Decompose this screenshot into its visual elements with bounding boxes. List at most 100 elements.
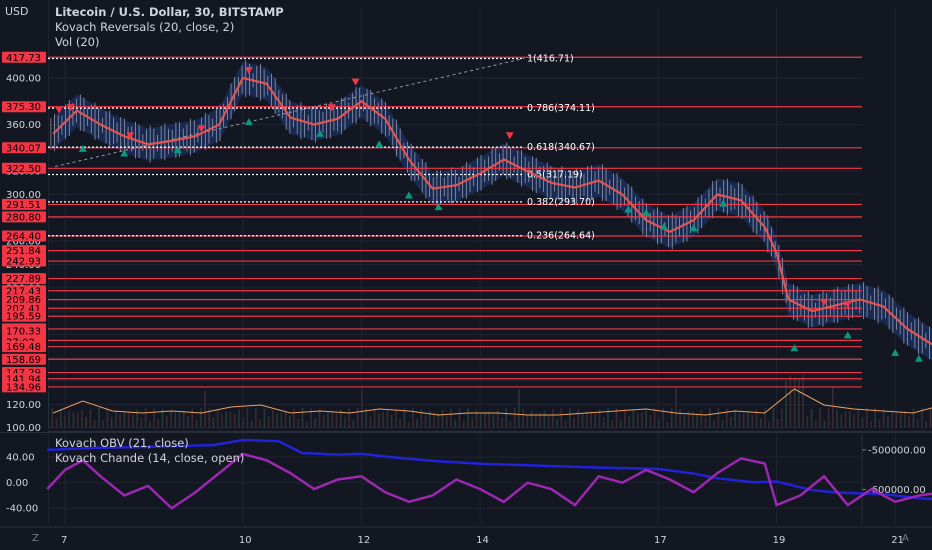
volume-bar: [81, 409, 83, 428]
volume-bar: [191, 408, 194, 428]
timezone-button[interactable]: Z: [32, 533, 39, 544]
volume-bar: [365, 408, 367, 428]
volume-bar: [853, 414, 855, 428]
volume-bar: [539, 412, 541, 428]
buy-marker: [404, 191, 413, 199]
volume-bar: [649, 415, 652, 428]
volume-bar: [518, 389, 520, 428]
volume-bar: [484, 411, 486, 428]
volume-bar: [569, 408, 571, 428]
obv-right-tick: -500000.00: [868, 445, 926, 456]
svg-text:202.41: 202.41: [6, 304, 41, 315]
volume-bar: [322, 414, 325, 428]
volume-bar: [144, 408, 147, 428]
sell-marker: [244, 66, 253, 74]
buy-marker: [719, 199, 728, 207]
volume-bar: [157, 418, 160, 428]
buy-marker: [891, 348, 900, 356]
volume-bar: [496, 409, 499, 428]
volume-bar: [51, 408, 54, 428]
volume-bar: [725, 408, 728, 428]
volume-bar: [505, 408, 507, 428]
price-axis-tick: 300.00: [6, 190, 41, 201]
volume-bar: [280, 412, 283, 428]
svg-text:170.33: 170.33: [6, 327, 41, 338]
volume-bar: [598, 409, 601, 428]
volume-bar: [110, 416, 113, 428]
currency-label[interactable]: USD: [5, 5, 29, 18]
volume-bar: [250, 420, 253, 428]
autoscale-button[interactable]: A: [902, 533, 909, 544]
volume-bar: [55, 418, 58, 428]
svg-text:209.86: 209.86: [6, 295, 41, 306]
volume-bar: [420, 408, 423, 428]
price-label: 170.33: [2, 325, 46, 338]
volume-bar: [776, 418, 779, 428]
time-axis-tick: 10: [239, 535, 252, 546]
volume-bar: [738, 413, 741, 428]
volume-bar: [552, 408, 554, 428]
volume-bar: [119, 413, 121, 428]
volume-bar: [93, 419, 96, 428]
volume-bar: [399, 418, 401, 428]
price-label: 251.84: [2, 245, 46, 257]
volume-bar: [47, 392, 49, 428]
volume-bar: [352, 420, 355, 428]
indicator-label-chande[interactable]: Kovach Chande (14, close, open): [55, 451, 245, 465]
volume-bar: [72, 412, 75, 428]
buy-marker: [434, 203, 443, 211]
svg-text:322.50: 322.50: [6, 164, 41, 175]
buy-marker: [244, 118, 253, 126]
volume-bar: [874, 408, 877, 428]
volume-bar: [170, 410, 172, 428]
indicator-label-reversals[interactable]: Kovach Reversals (20, close, 2): [55, 20, 235, 34]
volume-bar: [692, 412, 694, 428]
volume-bar: [742, 411, 745, 428]
indicator-label-volume[interactable]: Vol (20): [55, 35, 100, 49]
price-label: 209.86: [2, 294, 46, 306]
volume-bar: [335, 413, 338, 428]
volume-bar: [921, 408, 923, 428]
volume-bar: [543, 410, 546, 428]
time-axis-tick: 21: [891, 535, 904, 546]
volume-bar: [424, 415, 427, 428]
indicator-label-obv[interactable]: Kovach OBV (21, close): [55, 436, 189, 450]
volume-bar: [395, 409, 397, 428]
volume-bar: [768, 421, 770, 428]
buy-marker: [315, 129, 324, 137]
volume-bar: [679, 409, 681, 428]
volume-bar: [925, 421, 927, 428]
volume-bar: [585, 411, 588, 428]
price-axis-tick: 400.00: [6, 73, 41, 84]
volume-bar: [178, 412, 181, 428]
volume-bar: [700, 409, 703, 428]
volume-bar: [458, 408, 461, 428]
volume-bar: [747, 411, 749, 428]
buy-marker: [375, 140, 384, 148]
volume-bar: [764, 408, 766, 428]
volume-bar: [624, 408, 626, 428]
fibonacci-level-label: 0.786(374.11): [527, 103, 595, 114]
volume-bar: [577, 409, 580, 428]
volume-bar: [208, 408, 211, 428]
volume-bar: [641, 412, 643, 428]
volume-bar: [344, 416, 346, 428]
volume-bar: [373, 409, 376, 428]
volume-bar: [670, 408, 673, 428]
svg-text:417.73: 417.73: [6, 53, 41, 64]
oscillator-left-tick: -40.00: [6, 504, 38, 515]
volume-bar: [836, 409, 838, 428]
fibonacci-level-label: 1(416.71): [527, 53, 574, 64]
volume-bar: [221, 414, 223, 428]
time-axis-tick: 7: [61, 535, 67, 546]
volume-bar: [759, 418, 762, 428]
volume-bar: [216, 409, 219, 428]
volume-bar: [556, 419, 558, 428]
svg-text:217.43: 217.43: [6, 286, 41, 297]
sell-marker: [843, 301, 852, 309]
volume-bar: [865, 408, 868, 428]
price-label: 280.80: [2, 211, 46, 223]
volume-bar: [882, 408, 885, 428]
volume-bar: [819, 408, 821, 428]
